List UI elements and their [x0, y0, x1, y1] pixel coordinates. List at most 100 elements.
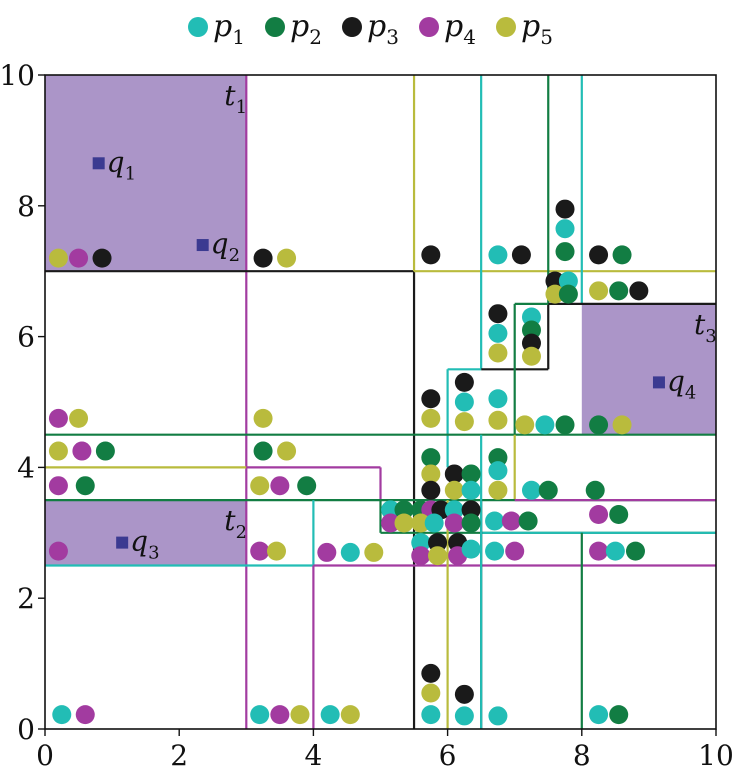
point-p4	[317, 542, 337, 562]
point-p4	[411, 546, 431, 566]
point-p3	[421, 480, 441, 500]
legend-label-p3: p3	[367, 9, 399, 49]
point-p3	[421, 389, 441, 409]
point-p5	[545, 284, 565, 304]
point-p5	[253, 408, 273, 428]
point-p4	[69, 248, 89, 268]
point-p1	[421, 705, 441, 725]
y-tick-label: 0	[17, 713, 35, 746]
point-p3	[454, 372, 474, 392]
y-tick-label: 2	[17, 582, 35, 615]
point-p1	[589, 705, 609, 725]
point-p2	[609, 281, 629, 301]
point-p4	[72, 441, 92, 461]
x-tick-label: 6	[439, 739, 457, 772]
point-p5	[290, 705, 310, 725]
point-p5	[266, 541, 286, 561]
point-p3	[421, 245, 441, 265]
point-p4	[505, 541, 525, 561]
point-p2	[95, 441, 115, 461]
point-p2	[625, 541, 645, 561]
y-tick-label: 4	[17, 451, 35, 484]
point-p3	[555, 199, 575, 219]
point-p4	[48, 476, 68, 496]
point-p1	[381, 500, 401, 520]
point-p5	[488, 410, 508, 430]
point-p2	[518, 511, 538, 531]
point-p3	[428, 533, 448, 553]
point-p2	[253, 441, 273, 461]
legend-marker-p2	[265, 17, 285, 37]
x-tick-label: 8	[573, 739, 591, 772]
point-p5	[515, 415, 535, 435]
point-p3	[521, 333, 541, 353]
point-p5	[69, 408, 89, 428]
point-p4	[381, 513, 401, 533]
point-p5	[48, 441, 68, 461]
point-p1	[340, 542, 360, 562]
x-tick-label: 10	[698, 739, 734, 772]
point-p5	[421, 464, 441, 484]
target-region-t2	[45, 500, 247, 566]
partition-lines	[45, 75, 716, 729]
legend-label-p4: p4	[444, 9, 476, 49]
point-p1	[461, 480, 481, 500]
x-tick-label: 2	[170, 739, 188, 772]
point-p5	[612, 415, 632, 435]
point-p5	[364, 542, 384, 562]
point-p2	[521, 320, 541, 340]
point-p5	[428, 546, 448, 566]
target-label-t3: t3	[694, 308, 717, 347]
point-p2	[461, 464, 481, 484]
point-p3	[545, 271, 565, 291]
query-marker-q3	[116, 536, 129, 549]
target-label-t1: t1	[224, 79, 247, 118]
point-p4	[270, 705, 290, 725]
legend-marker-p4	[419, 17, 439, 37]
query-label-q2: q2	[211, 227, 240, 266]
query-marker-q1	[92, 157, 105, 170]
point-p2	[538, 480, 558, 500]
legend-marker-p3	[342, 17, 362, 37]
point-p3	[444, 464, 464, 484]
point-p3	[589, 245, 609, 265]
point-p1	[535, 415, 555, 435]
point-p4	[589, 541, 609, 561]
query-marker-q4	[652, 376, 665, 389]
point-p1	[521, 480, 541, 500]
point-p2	[558, 284, 578, 304]
point-p3	[454, 684, 474, 704]
point-p2	[609, 504, 629, 524]
point-p1	[555, 219, 575, 239]
point-p4	[501, 511, 521, 531]
point-p1	[485, 511, 505, 531]
point-p4	[75, 705, 95, 725]
point-p4	[250, 541, 270, 561]
point-p2	[75, 476, 95, 496]
point-p5	[521, 346, 541, 366]
point-p4	[48, 408, 68, 428]
point-p5	[488, 480, 508, 500]
point-p3	[461, 500, 481, 520]
point-p5	[250, 476, 270, 496]
point-p2	[555, 242, 575, 262]
point-p1	[605, 541, 625, 561]
point-p3	[488, 304, 508, 324]
point-p1	[488, 706, 508, 726]
query-label-q4: q4	[667, 364, 696, 403]
point-p2	[297, 476, 317, 496]
point-p3	[511, 245, 531, 265]
target-label-t2: t2	[224, 504, 247, 543]
point-p5	[277, 248, 297, 268]
query-marker-q2	[196, 239, 209, 252]
legend-label-p5: p5	[521, 9, 553, 49]
point-p3	[92, 248, 112, 268]
point-p2	[612, 245, 632, 265]
axis-ticks: 0 2 4 6 8 10 0 2 4 6 8 10	[0, 59, 734, 772]
legend-marker-p5	[496, 17, 516, 37]
data-points	[48, 199, 649, 726]
point-p1	[411, 533, 431, 553]
point-p1	[454, 392, 474, 412]
point-p1	[558, 271, 578, 291]
point-p5	[444, 480, 464, 500]
